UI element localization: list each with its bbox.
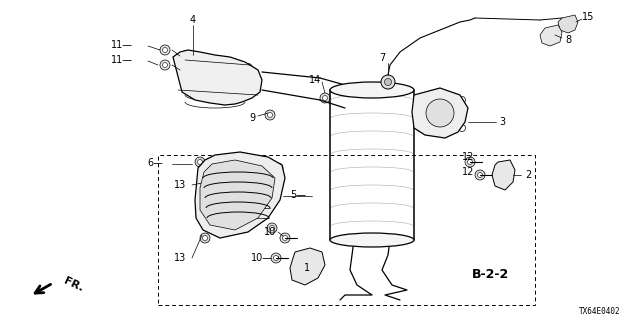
Text: 6—: 6— <box>147 158 163 168</box>
Circle shape <box>195 157 205 167</box>
Circle shape <box>282 236 287 241</box>
Circle shape <box>381 75 395 89</box>
Ellipse shape <box>426 99 454 127</box>
Polygon shape <box>412 88 468 138</box>
Circle shape <box>273 163 283 173</box>
Text: 11—: 11— <box>111 40 133 50</box>
Circle shape <box>320 93 330 103</box>
Circle shape <box>280 233 290 243</box>
Circle shape <box>265 110 275 120</box>
Text: 12: 12 <box>462 167 474 177</box>
Ellipse shape <box>330 82 414 98</box>
Circle shape <box>268 113 273 117</box>
Text: FR.: FR. <box>62 276 85 294</box>
Polygon shape <box>200 160 275 230</box>
Text: 11—: 11— <box>111 55 133 65</box>
Text: 10—: 10— <box>251 253 273 263</box>
Text: 5—: 5— <box>290 190 306 200</box>
Circle shape <box>246 66 250 70</box>
Circle shape <box>198 159 202 164</box>
Circle shape <box>243 63 253 73</box>
Circle shape <box>458 124 465 132</box>
Text: 7: 7 <box>379 53 385 63</box>
Circle shape <box>163 47 168 52</box>
Text: 4: 4 <box>190 15 196 25</box>
Circle shape <box>269 226 275 230</box>
Circle shape <box>271 253 281 263</box>
Text: 13: 13 <box>174 180 186 190</box>
Circle shape <box>475 170 485 180</box>
Polygon shape <box>195 152 285 238</box>
Circle shape <box>160 60 170 70</box>
Circle shape <box>183 61 187 65</box>
Bar <box>158 155 535 305</box>
Circle shape <box>417 97 424 103</box>
Polygon shape <box>492 160 515 190</box>
Circle shape <box>467 159 472 164</box>
Circle shape <box>465 157 475 167</box>
Polygon shape <box>173 50 262 105</box>
Circle shape <box>458 97 465 103</box>
Text: 2: 2 <box>525 170 531 180</box>
Circle shape <box>323 95 328 100</box>
Text: 10: 10 <box>264 227 276 237</box>
Text: 13: 13 <box>174 253 186 263</box>
Polygon shape <box>540 25 562 46</box>
Ellipse shape <box>330 233 414 247</box>
Text: 15: 15 <box>582 12 594 22</box>
Circle shape <box>417 124 424 132</box>
Text: 9: 9 <box>249 113 255 123</box>
Circle shape <box>200 233 210 243</box>
Text: 14: 14 <box>309 75 321 85</box>
Polygon shape <box>290 248 325 285</box>
Text: 12: 12 <box>462 152 474 162</box>
Polygon shape <box>558 15 578 33</box>
Text: 8: 8 <box>565 35 571 45</box>
Circle shape <box>273 255 278 260</box>
Circle shape <box>275 165 280 171</box>
Text: TX64E0402: TX64E0402 <box>579 308 621 316</box>
Text: 3: 3 <box>499 117 505 127</box>
Circle shape <box>477 172 483 178</box>
Circle shape <box>202 236 207 241</box>
Circle shape <box>385 78 392 85</box>
Text: 1: 1 <box>304 263 310 273</box>
Circle shape <box>180 59 189 68</box>
Text: B-2-2: B-2-2 <box>472 268 509 282</box>
Circle shape <box>160 45 170 55</box>
Circle shape <box>267 223 277 233</box>
Circle shape <box>163 62 168 68</box>
